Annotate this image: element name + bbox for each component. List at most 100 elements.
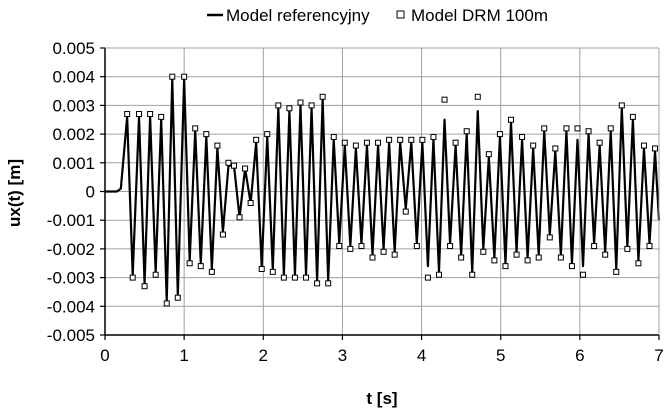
data-point-drm-78 (557, 254, 564, 261)
data-point-drm-74 (535, 254, 542, 261)
legend-marker-swatch (396, 10, 405, 19)
data-point-drm-90 (624, 245, 631, 252)
data-point-drm-93 (640, 142, 647, 149)
data-point-drm-69 (508, 116, 515, 123)
y-tick-label-7: -0.002 (47, 240, 95, 259)
y-tick-label-2: 0.003 (52, 96, 95, 115)
data-point-drm-50 (402, 208, 409, 215)
data-point-drm-81 (574, 125, 581, 132)
legend-label-reference: Model referencyjny (226, 6, 370, 25)
data-point-drm-6 (158, 113, 165, 120)
data-point-drm-61 (463, 128, 470, 135)
data-point-drm-37 (330, 133, 337, 140)
y-tick-label-0: 0.005 (52, 39, 95, 58)
data-point-drm-1 (129, 274, 136, 281)
x-tick-label-1: 1 (179, 346, 188, 365)
data-point-drm-16 (214, 142, 221, 149)
data-point-drm-52 (413, 243, 420, 250)
data-point-drm-17 (219, 231, 226, 238)
data-point-drm-21 (242, 165, 249, 172)
data-point-drm-48 (391, 251, 398, 258)
data-point-drm-2 (136, 111, 143, 118)
data-point-drm-25 (264, 131, 271, 138)
data-point-drm-63 (474, 93, 481, 100)
data-point-drm-51 (408, 136, 415, 143)
data-point-drm-10 (181, 73, 188, 80)
x-tick-labels: 0 1 2 3 4 5 6 7 (100, 346, 663, 365)
data-point-drm-43 (363, 139, 370, 146)
data-point-drm-77 (552, 145, 559, 152)
x-tick-label-0: 0 (100, 346, 109, 365)
data-point-drm-72 (524, 257, 531, 264)
data-point-drm-91 (629, 113, 636, 120)
data-point-drm-28 (280, 274, 287, 281)
data-point-drm-8 (169, 73, 176, 80)
data-point-drm-26 (269, 268, 276, 275)
data-point-drm-15 (208, 268, 215, 275)
data-point-drm-75 (541, 125, 548, 132)
data-point-drm-70 (513, 251, 520, 258)
y-tick-label-3: 0.002 (52, 125, 95, 144)
y-tick-labels: 0.005 0.004 0.003 0.002 0.001 0 -0.001 -0.002 -0… (47, 39, 95, 345)
data-point-drm-46 (380, 248, 387, 255)
data-point-drm-68 (502, 263, 509, 270)
data-point-drm-32 (303, 274, 310, 281)
data-point-drm-86 (602, 251, 609, 258)
data-point-drm-83 (585, 128, 592, 135)
data-point-drm-19 (231, 162, 238, 169)
axes (100, 47, 660, 340)
series-drm-markers (124, 73, 659, 307)
y-tick-label-4: 0.001 (52, 154, 95, 173)
y-tick-label-8: -0.003 (47, 269, 95, 288)
data-point-drm-20 (236, 214, 243, 221)
data-point-drm-80 (568, 263, 575, 270)
data-point-drm-56 (435, 271, 442, 278)
legend: Model referencyjny Model DRM 100m (207, 6, 548, 25)
data-point-drm-71 (519, 133, 526, 140)
data-point-drm-41 (352, 142, 359, 149)
data-point-drm-60 (458, 254, 465, 261)
data-point-drm-3 (141, 283, 148, 290)
data-point-drm-88 (613, 268, 620, 275)
data-point-drm-0 (124, 111, 131, 118)
x-tick-label-7: 7 (654, 346, 663, 365)
data-point-drm-82 (580, 271, 587, 278)
x-tick-label-6: 6 (575, 346, 584, 365)
y-axis-title: ux(t) [m] (5, 159, 24, 227)
data-point-drm-36 (325, 280, 332, 287)
data-point-drm-22 (247, 199, 254, 206)
data-point-drm-49 (397, 136, 404, 143)
x-axis-title: t [s] (366, 389, 397, 408)
data-point-drm-45 (375, 139, 382, 146)
data-point-drm-5 (152, 271, 159, 278)
y-tick-label-6: -0.001 (47, 211, 95, 230)
data-point-drm-31 (297, 99, 304, 106)
data-point-drm-95 (652, 145, 659, 152)
data-point-drm-18 (225, 159, 232, 166)
x-tick-label-2: 2 (259, 346, 268, 365)
data-point-drm-7 (163, 300, 170, 307)
data-point-drm-13 (197, 263, 204, 270)
y-tick-label-9: -0.004 (47, 297, 95, 316)
x-tick-label-5: 5 (496, 346, 505, 365)
data-point-drm-9 (174, 294, 181, 301)
data-point-drm-38 (336, 243, 343, 250)
data-point-drm-23 (253, 136, 260, 143)
data-point-drm-42 (358, 243, 365, 250)
series-reference-line (105, 78, 661, 302)
data-point-drm-40 (347, 245, 354, 252)
y-tick-label-1: 0.004 (52, 68, 95, 87)
data-point-drm-53 (419, 136, 426, 143)
series-line-reference (105, 78, 661, 302)
data-point-drm-94 (646, 243, 653, 250)
data-point-drm-35 (319, 93, 326, 100)
data-point-drm-33 (308, 102, 315, 109)
data-point-drm-44 (369, 254, 376, 261)
data-point-drm-85 (596, 139, 603, 146)
data-point-drm-73 (530, 142, 537, 149)
data-point-drm-67 (496, 131, 503, 138)
data-point-drm-24 (258, 265, 265, 272)
data-point-drm-55 (430, 133, 437, 140)
x-tick-label-4: 4 (417, 346, 426, 365)
data-point-drm-62 (469, 271, 476, 278)
